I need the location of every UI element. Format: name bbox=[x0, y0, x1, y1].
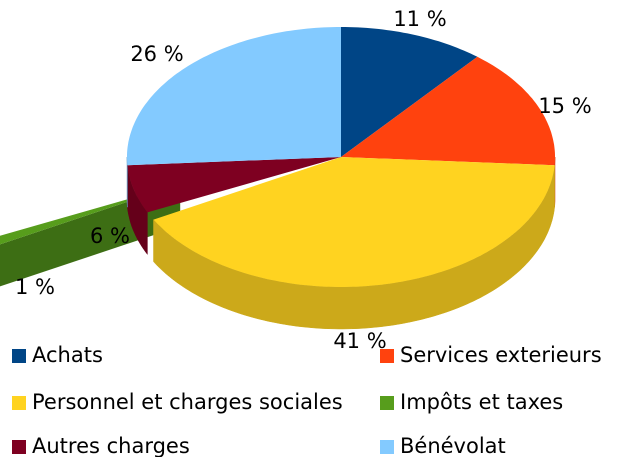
pie-slice bbox=[341, 27, 478, 157]
data-label: 11 % bbox=[393, 7, 446, 31]
legend-swatch bbox=[380, 440, 394, 454]
legend-label: Autres charges bbox=[32, 434, 190, 457]
legend-swatch bbox=[12, 396, 26, 410]
legend-swatch bbox=[380, 396, 394, 410]
legend-swatch bbox=[12, 349, 26, 363]
legend-label: Personnel et charges sociales bbox=[32, 390, 343, 414]
legend-label: Services exterieurs bbox=[400, 343, 602, 367]
data-label: 15 % bbox=[538, 94, 591, 118]
legend-swatch bbox=[380, 349, 394, 363]
legend-label: Bénévolat bbox=[400, 434, 506, 457]
legend-label: Achats bbox=[32, 343, 103, 367]
data-label: 41 % bbox=[333, 329, 386, 353]
legend-label: Impôts et taxes bbox=[400, 390, 563, 414]
pie-slice bbox=[127, 157, 342, 213]
data-label: 6 % bbox=[90, 224, 130, 248]
pie-slice bbox=[127, 27, 341, 166]
pie-slice bbox=[153, 157, 555, 287]
data-label: 1 % bbox=[15, 275, 55, 299]
legend-swatch bbox=[12, 440, 26, 454]
data-label: 26 % bbox=[130, 42, 183, 66]
pie-slice bbox=[341, 56, 555, 166]
